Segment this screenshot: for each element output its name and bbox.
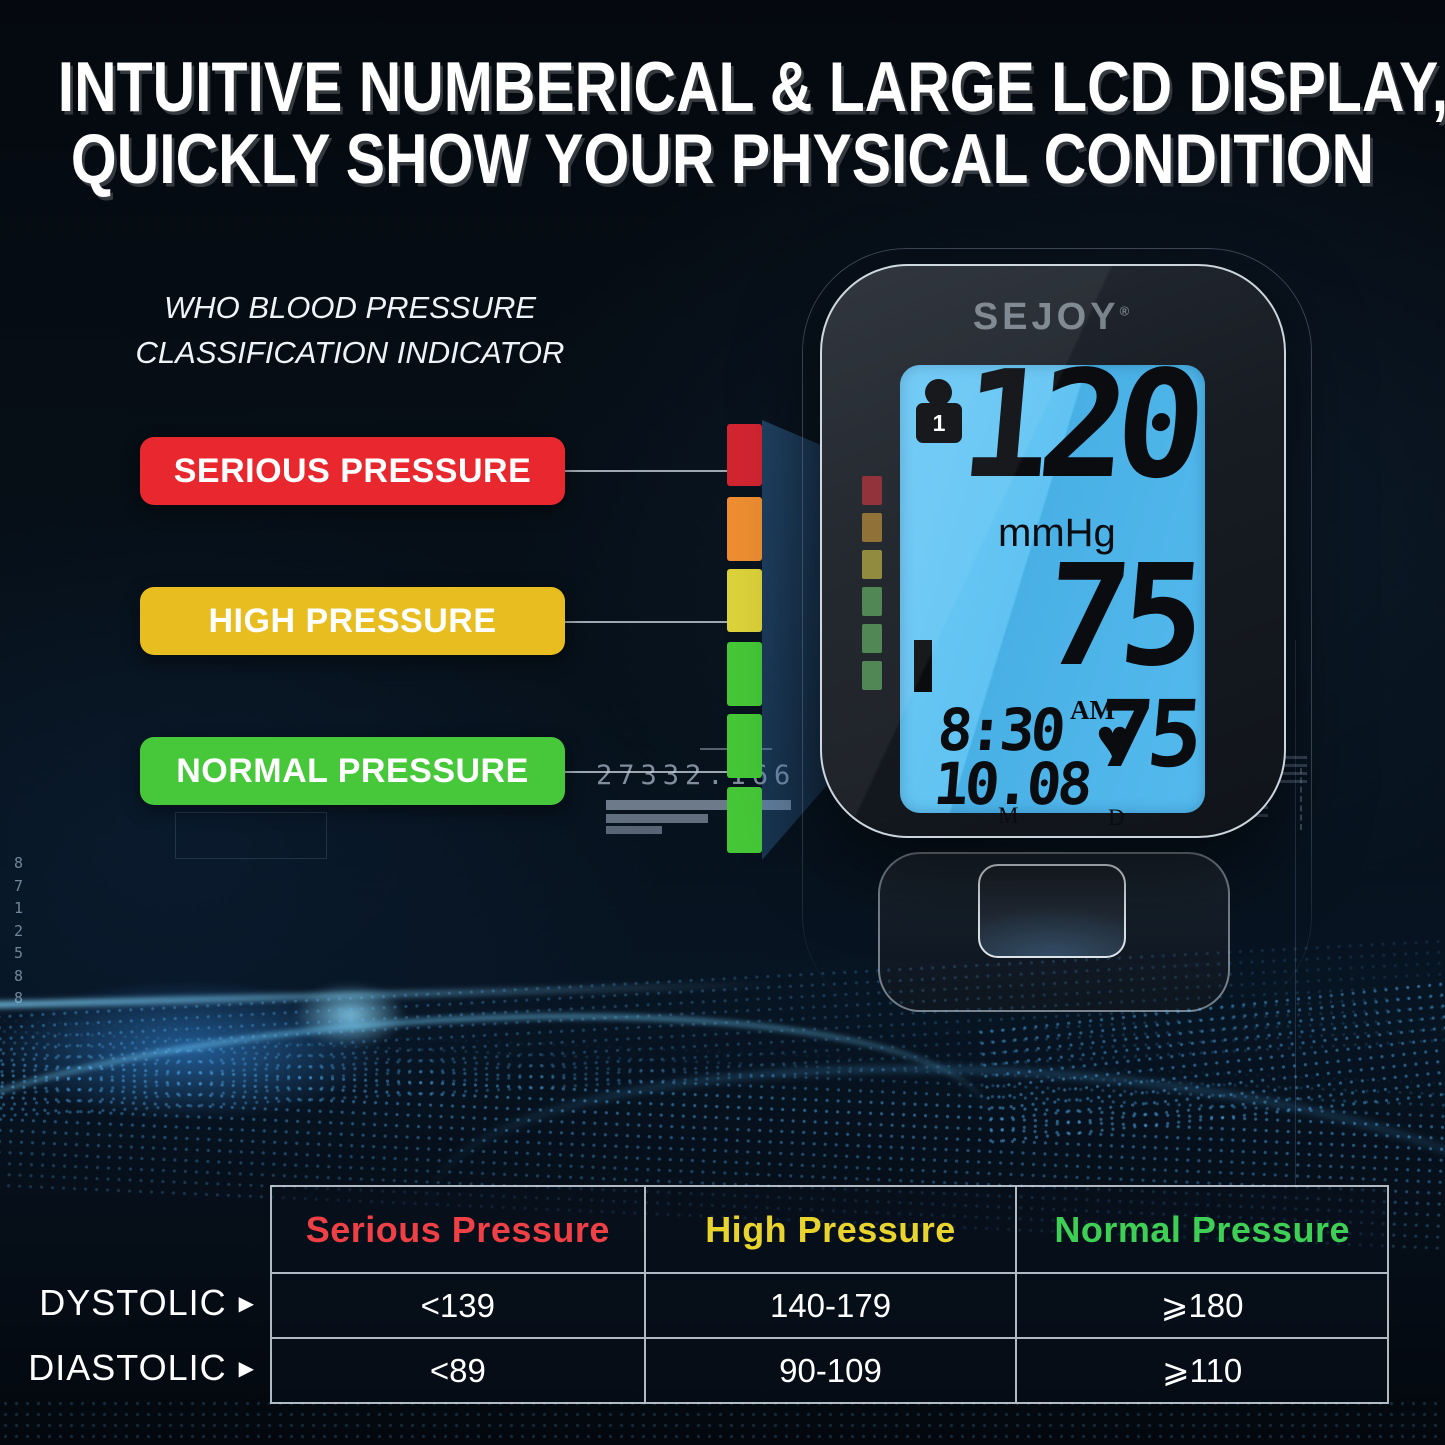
pressure-pill-serious: SERIOUS PRESSURE [140,437,565,505]
classification-bar-segment-green-2 [727,714,762,778]
mini-indicator-segment-green-2 [862,624,882,653]
row-label-diastolic: DIASTOLIC ▶ [28,1337,255,1399]
mini-indicator-segment-red [862,476,882,505]
cuff-indicator-icon [914,640,932,692]
table-header-normal: Normal Pressure [1015,1187,1387,1272]
table-cell-dystolic-serious: <139 [272,1272,644,1337]
connector-line-serious [563,470,729,472]
brand-logo: SEJOY® [820,296,1282,339]
table-cell-diastolic-normal: ⩾110 [1015,1337,1387,1402]
hud-bar [606,800,791,810]
am-pm-label: AM [1070,695,1115,726]
who-line-2: CLASSIFICATION INDICATOR [135,334,565,370]
user-memory-icon: 1 [916,379,962,445]
mini-indicator-segment-green-3 [862,661,882,690]
classification-bar-segment-green-1 [727,642,762,706]
device-start-button[interactable] [978,864,1126,958]
bottom-dot-texture [0,1398,1445,1445]
unit-label: mmHg [998,511,1116,556]
page-title: INTUITIVE NUMBERICAL & LARGE LCD DISPLAY… [58,48,1445,198]
blood-pressure-table: Serious Pressure High Pressure Normal Pr… [270,1185,1389,1404]
table-header-high: High Pressure [643,1187,1016,1272]
title-line-1: INTUITIVE NUMBERICAL & LARGE LCD DISPLAY… [57,47,1445,127]
hud-bar [606,814,708,823]
title-line-2: QUICKLY SHOW YOUR PHYSICAL CONDITION [70,118,1375,199]
brand-logo-text: SEJOY [973,296,1120,338]
registered-mark: ® [1120,303,1130,318]
table-header-serious: Serious Pressure [272,1187,644,1272]
hud-decor-rect [175,812,327,859]
row-label-text: DIASTOLIC [28,1347,227,1388]
mini-indicator-segment-green-1 [862,587,882,616]
table-cell-diastolic-high: 90-109 [643,1337,1016,1402]
classification-bar-segment-red [727,424,762,486]
user-number: 1 [933,410,946,437]
user-icon-body: 1 [916,403,962,443]
mini-indicator-segment-yellow [862,550,882,579]
row-label-text: DYSTOLIC [39,1282,227,1323]
connector-line-normal [563,771,729,773]
pressure-pill-high-label: HIGH PRESSURE [208,601,497,640]
table-cell-dystolic-normal: ⩾180 [1015,1272,1387,1337]
pressure-pill-high: HIGH PRESSURE [140,587,565,655]
hud-dashed-line [1300,768,1302,830]
row-arrow-icon: ▶ [238,1357,255,1380]
particle-wave-decor [0,929,1445,1423]
who-line-1: WHO BLOOD PRESSURE [163,290,537,325]
table-cell-dystolic-high: 140-179 [643,1272,1016,1337]
mini-indicator-segment-orange [862,513,882,542]
classification-bar-segment-yellow [727,569,762,632]
pressure-pill-normal-label: NORMAL PRESSURE [176,751,529,790]
row-label-dystolic: DYSTOLIC ▶ [30,1272,255,1334]
user-icon-head [925,379,952,406]
month-label: M [998,803,1018,829]
device-glass-reflection [820,264,1282,834]
hud-bar [606,826,662,834]
classification-bar-segment-orange [727,497,762,561]
device-outer-outline [802,248,1312,1020]
pressure-pill-serious-label: SERIOUS PRESSURE [173,451,532,490]
day-label: D [1108,805,1125,831]
classification-bar-segment-green-3 [727,787,762,853]
row-arrow-icon: ▶ [238,1292,255,1315]
heart-icon: ♥ [1096,711,1129,767]
hud-vertical-line [1295,640,1296,1185]
connector-line-high [563,621,729,623]
pressure-pill-normal: NORMAL PRESSURE [140,737,565,805]
who-classification-label: WHO BLOOD PRESSURE CLASSIFICATION INDICA… [110,286,590,376]
lcd-screen: 1 120 mmHg 75 8:30 AM ♥ 10.08 M D 75 [900,339,1205,830]
table-cell-diastolic-serious: <89 [272,1337,644,1402]
